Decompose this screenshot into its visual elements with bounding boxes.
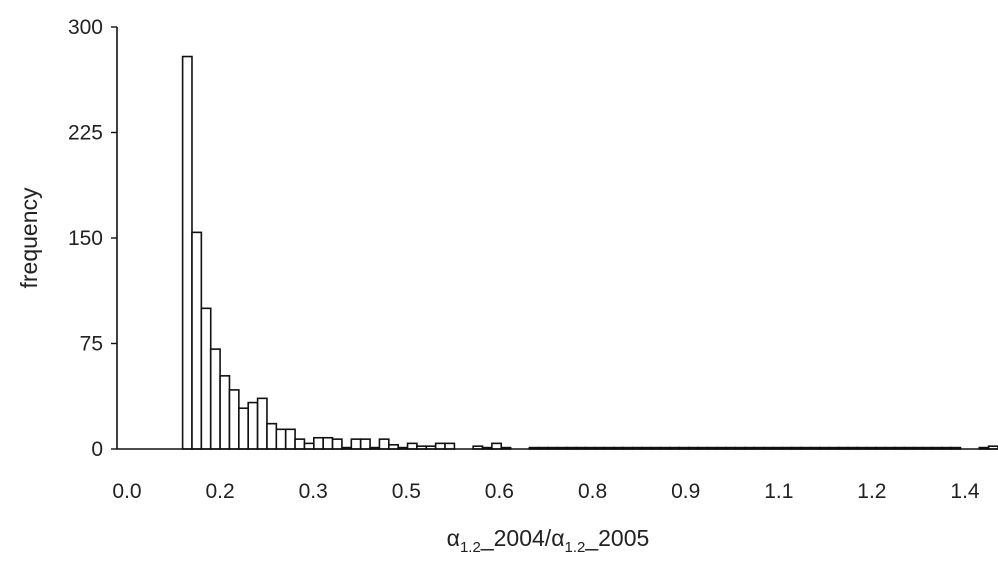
x-ticks-group: 0.0 0.2 0.3 0.5 0.6 0.8 0.9 1.1 1.2 1.4 (112, 480, 980, 503)
x-tick-label: 0.2 (205, 480, 234, 503)
histogram-bar (359, 438, 371, 450)
x-tick-label: 1.2 (857, 480, 886, 503)
y-axis-title: frequency (16, 187, 42, 289)
histogram-bar (406, 442, 418, 450)
histogram-bar (313, 436, 324, 450)
x-tick-label: 1.4 (950, 480, 980, 503)
histogram-bar (350, 438, 362, 450)
histogram-bar (228, 389, 240, 450)
x-tick-label: 0.9 (671, 480, 700, 503)
x-axis-title-sub1: 1.2 (460, 539, 481, 556)
histogram-bar (378, 438, 390, 450)
x-tick-label: 0.6 (485, 480, 514, 503)
x-tick-label: 0.8 (578, 480, 607, 503)
histogram-bar (322, 436, 334, 450)
histogram-bar (200, 307, 212, 450)
y-tick-label: 0 (91, 438, 103, 461)
x-axis-title-alpha2: α (551, 525, 564, 551)
histogram-bar (331, 438, 343, 450)
histogram-bar (303, 442, 315, 450)
y-ticks-group: 0 75 150 225 300 (68, 16, 117, 461)
histogram-bar (444, 442, 456, 450)
histogram-bar (491, 442, 503, 450)
x-axis-title-alpha1: α (447, 525, 460, 551)
x-tick-label: 0.3 (299, 480, 328, 503)
histogram-bar (284, 428, 296, 450)
y-tick-label: 300 (68, 16, 103, 39)
x-axis-title-mid: _2004/ (480, 525, 552, 551)
y-tick-label: 75 (80, 333, 103, 356)
y-tick-label: 150 (68, 227, 103, 250)
histogram-bar (238, 407, 250, 450)
histogram-bar (294, 438, 306, 450)
histogram-bar (434, 442, 446, 450)
histogram-bar (275, 428, 287, 450)
x-tick-label: 0.0 (112, 480, 141, 503)
x-tick-label: 1.1 (764, 480, 793, 503)
histogram-bar (209, 348, 221, 450)
x-axis-title-end: _2005 (584, 525, 649, 551)
x-axis-title-sub2: 1.2 (564, 539, 585, 556)
histogram-bar (181, 55, 193, 450)
histogram-bar (266, 422, 278, 450)
bars-group (181, 55, 998, 450)
histogram-bar (191, 231, 203, 450)
histogram-bar (219, 375, 231, 450)
histogram-bar (247, 401, 259, 450)
x-tick-label: 0.5 (392, 480, 421, 503)
x-axis-title: α1.2_2004/α1.2_2005 (447, 525, 650, 556)
histogram-bar (256, 397, 268, 450)
y-tick-label: 225 (68, 122, 103, 145)
